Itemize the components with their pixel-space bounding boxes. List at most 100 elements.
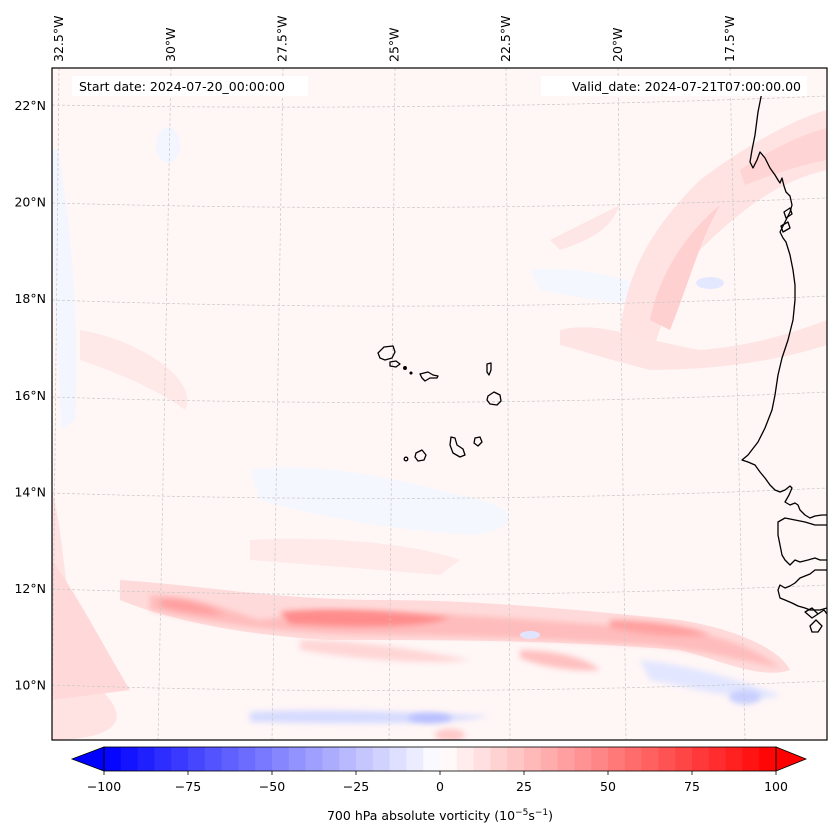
colorbar-segment	[322, 747, 340, 771]
island-brava	[403, 456, 409, 462]
gridline-lon-32_5	[52, 68, 60, 740]
island-fogo	[414, 449, 427, 462]
lon-tick-label: 22.5°W	[498, 16, 513, 62]
colorbar-segment	[171, 747, 189, 771]
colorbar-tick-label: 100	[764, 779, 788, 794]
colorbar-segment	[658, 747, 676, 771]
lon-tick-label: 32.5°W	[51, 16, 66, 62]
gridline-lat-16	[52, 391, 827, 403]
colorbar-segment	[356, 747, 374, 771]
lat-tick-label: 16°N	[14, 388, 46, 403]
west-africa-coastline-south	[777, 517, 827, 566]
colorbar-segment	[154, 747, 172, 771]
lon-tick-label: 30°W	[163, 27, 178, 62]
island-maio	[473, 436, 483, 447]
colorbar-ticks: −100 −75 −50 −25 0 25 50 75 100	[87, 771, 788, 794]
colorbar-segment	[574, 747, 592, 771]
bijagos-island	[817, 609, 827, 615]
colorbar-tick-label: 50	[600, 779, 616, 794]
positive-vorticity-core	[160, 599, 225, 615]
start-date-box	[72, 76, 308, 96]
colorbar-segment	[339, 747, 357, 771]
colorbar-tick-label: −50	[259, 779, 285, 794]
island-sao-vicente	[389, 360, 401, 368]
colorbar-segment	[188, 747, 206, 771]
gridline-lat-14	[52, 487, 827, 499]
colorbar-segment	[440, 747, 458, 771]
positive-vorticity-streak	[560, 320, 827, 370]
colorbar-label: 700 hPa absolute vorticity (10−5s−1)	[327, 808, 553, 823]
gridline-lat-12	[52, 584, 827, 595]
colorbar-segment	[725, 747, 743, 771]
coastlines	[377, 91, 827, 633]
lon-tick-label: 25°W	[386, 27, 401, 62]
lon-tick-label: 17.5°W	[722, 16, 737, 62]
colorbar-segment	[708, 747, 727, 771]
colorbar-segment	[272, 747, 290, 771]
positive-vorticity-streak	[250, 538, 460, 575]
colorbar-extend-low-arrow	[70, 746, 105, 772]
island-santiago	[449, 436, 466, 458]
colorbar-segment	[540, 747, 559, 771]
gridline-lon-20	[617, 68, 627, 740]
positive-vorticity-streak	[300, 640, 470, 662]
island-sal	[486, 362, 492, 376]
valid-date-label: Valid_date: 2024-07-21T07:00:00.00	[572, 79, 801, 94]
colorbar	[70, 746, 808, 772]
positive-vorticity-band	[150, 595, 780, 668]
west-africa-coastline	[741, 91, 827, 519]
colorbar-segment	[238, 747, 256, 771]
latitude-tick-labels: 22°N 20°N 18°N 16°N 14°N 12°N 10°N	[14, 98, 46, 693]
island-raso	[409, 371, 413, 375]
gridline-lon-17_5	[729, 68, 746, 740]
valid-date-box	[541, 76, 807, 96]
gridline-lon-27_5	[271, 68, 284, 740]
negative-vorticity-core	[408, 713, 452, 723]
colorbar-segment	[423, 747, 441, 771]
lat-tick-label: 18°N	[14, 291, 46, 306]
banc-arguin-island	[783, 207, 793, 219]
gridline-lon-30	[157, 68, 172, 740]
lat-tick-label: 22°N	[14, 98, 46, 113]
colorbar-segment	[557, 747, 575, 771]
bijagos-island	[809, 619, 823, 633]
gridline-lat-22	[52, 95, 827, 108]
colorbar-segment	[104, 747, 122, 771]
colorbar-segment	[624, 747, 643, 771]
negative-vorticity-core	[729, 690, 761, 704]
island-boa-vista	[486, 391, 502, 406]
island-sao-nicolau	[419, 371, 439, 382]
colorbar-segment	[641, 747, 659, 771]
lat-tick-label: 14°N	[14, 484, 46, 499]
colorbar-segment	[204, 747, 223, 771]
banc-arguin-island	[780, 221, 791, 233]
positive-vorticity-patch	[435, 729, 465, 740]
start-date-label: Start date: 2024-07-20_00:00:00	[79, 79, 285, 94]
positive-vorticity-streak	[740, 128, 827, 185]
colorbar-tick-label: −100	[87, 779, 121, 794]
lon-tick-label: 27.5°W	[275, 16, 290, 62]
colorbar-segment	[742, 747, 760, 771]
colorbar-tick-label: −25	[343, 779, 369, 794]
colorbar-segment	[389, 747, 407, 771]
west-africa-coastline-south	[777, 569, 827, 611]
colorbar-segment	[692, 747, 710, 771]
colorbar-segment	[473, 747, 491, 771]
island-santa-luzia	[403, 366, 407, 370]
colorbar-segment	[675, 747, 693, 771]
lat-tick-label: 12°N	[14, 581, 46, 596]
colorbar-segment	[490, 747, 508, 771]
gridline-lat-20	[52, 197, 827, 208]
negative-vorticity-patch	[696, 277, 724, 289]
positive-vorticity-streak	[520, 650, 600, 671]
colorbar-tick-label: 75	[684, 779, 700, 794]
colorbar-segment	[591, 747, 609, 771]
negative-vorticity-patch	[640, 660, 780, 699]
colorbar-tick-label: −75	[175, 779, 201, 794]
colorbar-tick-label: 0	[436, 779, 444, 794]
colorbar-segment	[120, 747, 139, 771]
negative-vorticity-patch	[520, 631, 540, 639]
colorbar-tick-label: 25	[516, 779, 532, 794]
positive-vorticity-streak	[52, 560, 130, 700]
colorbar-segment	[372, 747, 391, 771]
